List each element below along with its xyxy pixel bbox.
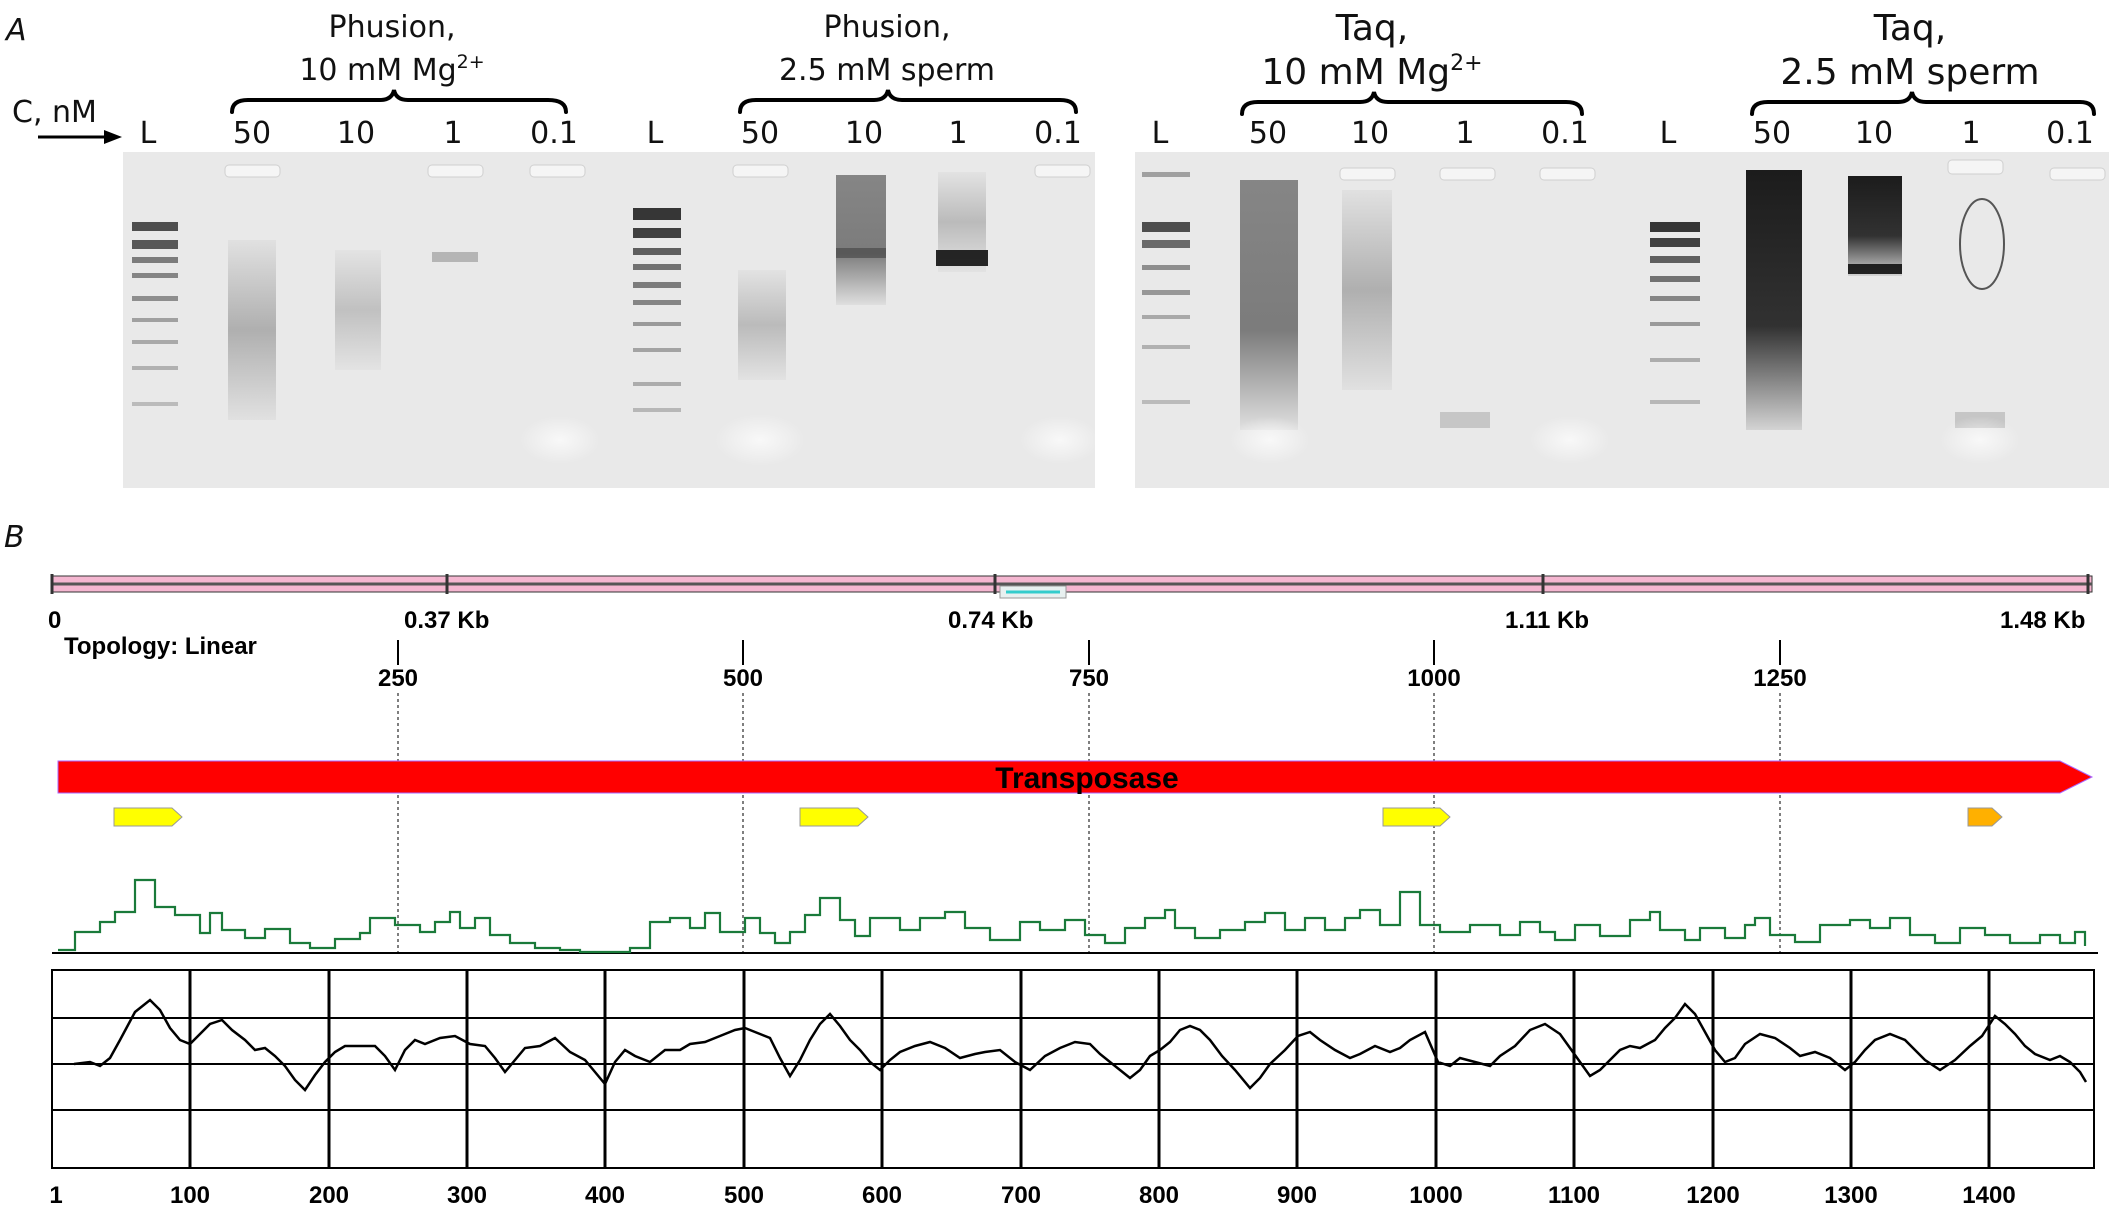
bottom-axis-label: 800	[1139, 1182, 1179, 1209]
bottom-axis-label: 1200	[1686, 1182, 1739, 1209]
gel-image-taq	[1135, 152, 2109, 488]
lane-label: 1	[948, 116, 967, 151]
bottom-axis-label: 1300	[1824, 1182, 1877, 1209]
group-2-line2: 2.5 mM sperm	[779, 53, 995, 88]
panel-a-letter: A	[4, 13, 27, 48]
position-tick-label: 750	[1069, 665, 1109, 692]
orf-markers	[113, 807, 2003, 827]
lane-label: 1	[1961, 116, 1980, 151]
panel-b-letter: B	[4, 520, 25, 555]
bottom-axis-label: 200	[309, 1182, 349, 1209]
lane-label: 0.1	[2046, 116, 2094, 151]
lane-labels-group-3: L 50 10 1 0.1	[1152, 116, 1589, 151]
bottom-axis-label: 1100	[1548, 1182, 1600, 1209]
group-4-line2: 2.5 mM sperm	[1780, 52, 2039, 93]
bottom-axis-label: 1000	[1409, 1182, 1462, 1209]
bottom-axis-label: 300	[447, 1182, 487, 1209]
feature-label: Transposase	[995, 762, 1178, 795]
lane-label: 10	[845, 116, 883, 151]
dotted-guides	[397, 693, 1781, 955]
lane-label: 0.1	[530, 116, 578, 151]
group-3-line1: Taq,	[1335, 8, 1408, 49]
bottom-axis-label: 900	[1277, 1182, 1317, 1209]
group-1-line1: Phusion,	[329, 10, 456, 45]
orf-marker	[1967, 807, 2003, 827]
group-header-2: Phusion, 2.5 mM sperm	[779, 10, 995, 88]
lane-label: 1	[443, 116, 462, 151]
group-braces	[230, 89, 2096, 116]
bottom-axis-label: 1400	[1962, 1182, 2015, 1209]
ruler-label: 0.74 Kb	[948, 607, 1033, 634]
ruler-labels: 0 0.37 Kb 0.74 Kb 1.11 Kb 1.48 Kb	[48, 607, 2085, 634]
black-profile-graph	[51, 969, 2095, 1169]
bottom-axis-label: 700	[1001, 1182, 1041, 1209]
lane-label: 0.1	[1034, 116, 1082, 151]
position-tick-label: 250	[378, 665, 418, 692]
orf-marker	[113, 807, 183, 827]
gel-image-phusion	[123, 152, 1100, 488]
orf-marker	[799, 807, 869, 827]
position-ticks	[397, 640, 1781, 665]
group-header-4: Taq, 2.5 mM sperm	[1780, 8, 2039, 93]
lane-label: L	[140, 116, 157, 151]
bottom-axis-label: 100	[170, 1182, 210, 1209]
orf-marker	[1382, 807, 1451, 827]
lane-label: 50	[233, 116, 271, 151]
ruler-label: 0.37 Kb	[404, 607, 489, 634]
group-header-3: Taq, 10 mM Mg2+	[1261, 8, 1482, 93]
lane-label: L	[1152, 116, 1169, 151]
lane-labels-group-2: L 50 10 1 0.1	[647, 116, 1082, 151]
bottom-axis-label: 1	[49, 1182, 62, 1209]
lane-labels-group-1: L 50 10 1 0.1	[140, 116, 578, 151]
sequence-ruler	[50, 574, 2093, 599]
lane-label: 1	[1455, 116, 1474, 151]
position-tick-label: 1250	[1753, 665, 1806, 692]
green-profile	[52, 878, 2098, 954]
position-tick-label: 1000	[1407, 665, 1460, 692]
group-header-1: Phusion, 10 mM Mg2+	[299, 10, 484, 88]
group-3-line2: 10 mM Mg2+	[1261, 51, 1482, 93]
group-4-line1: Taq,	[1873, 8, 1946, 49]
lane-label: 10	[1351, 116, 1389, 151]
ruler-label: 0	[48, 607, 61, 634]
lane-label: 10	[337, 116, 375, 151]
lane-label: 50	[741, 116, 779, 151]
position-tick-label: 500	[723, 665, 763, 692]
lane-label: 0.1	[1541, 116, 1589, 151]
lane-label: 10	[1855, 116, 1893, 151]
lane-labels-group-4: L 50 10 1 0.1	[1660, 116, 2094, 151]
group-2-line1: Phusion,	[824, 10, 951, 45]
lane-label: 50	[1249, 116, 1287, 151]
lane-label: L	[647, 116, 664, 151]
lane-label: L	[1660, 116, 1677, 151]
topology-label: Topology: Linear	[64, 633, 257, 660]
position-tick-labels: 250 500 750 1000 1250	[378, 665, 1807, 692]
bottom-axis-labels: 1 100 200 300 400 500 600 700 800 900 10…	[49, 1182, 2015, 1209]
lane-label: 50	[1753, 116, 1791, 151]
bottom-axis-label: 500	[724, 1182, 764, 1209]
transposase-feature: Transposase	[57, 760, 2094, 795]
concentration-axis-label: C, nM	[12, 95, 97, 130]
group-1-line2: 10 mM Mg2+	[299, 51, 484, 88]
bottom-axis-label: 600	[862, 1182, 902, 1209]
concentration-arrow	[38, 130, 122, 144]
bottom-axis-label: 400	[585, 1182, 625, 1209]
ruler-label: 1.11 Kb	[1505, 607, 1589, 634]
ruler-label: 1.48 Kb	[2000, 607, 2085, 634]
